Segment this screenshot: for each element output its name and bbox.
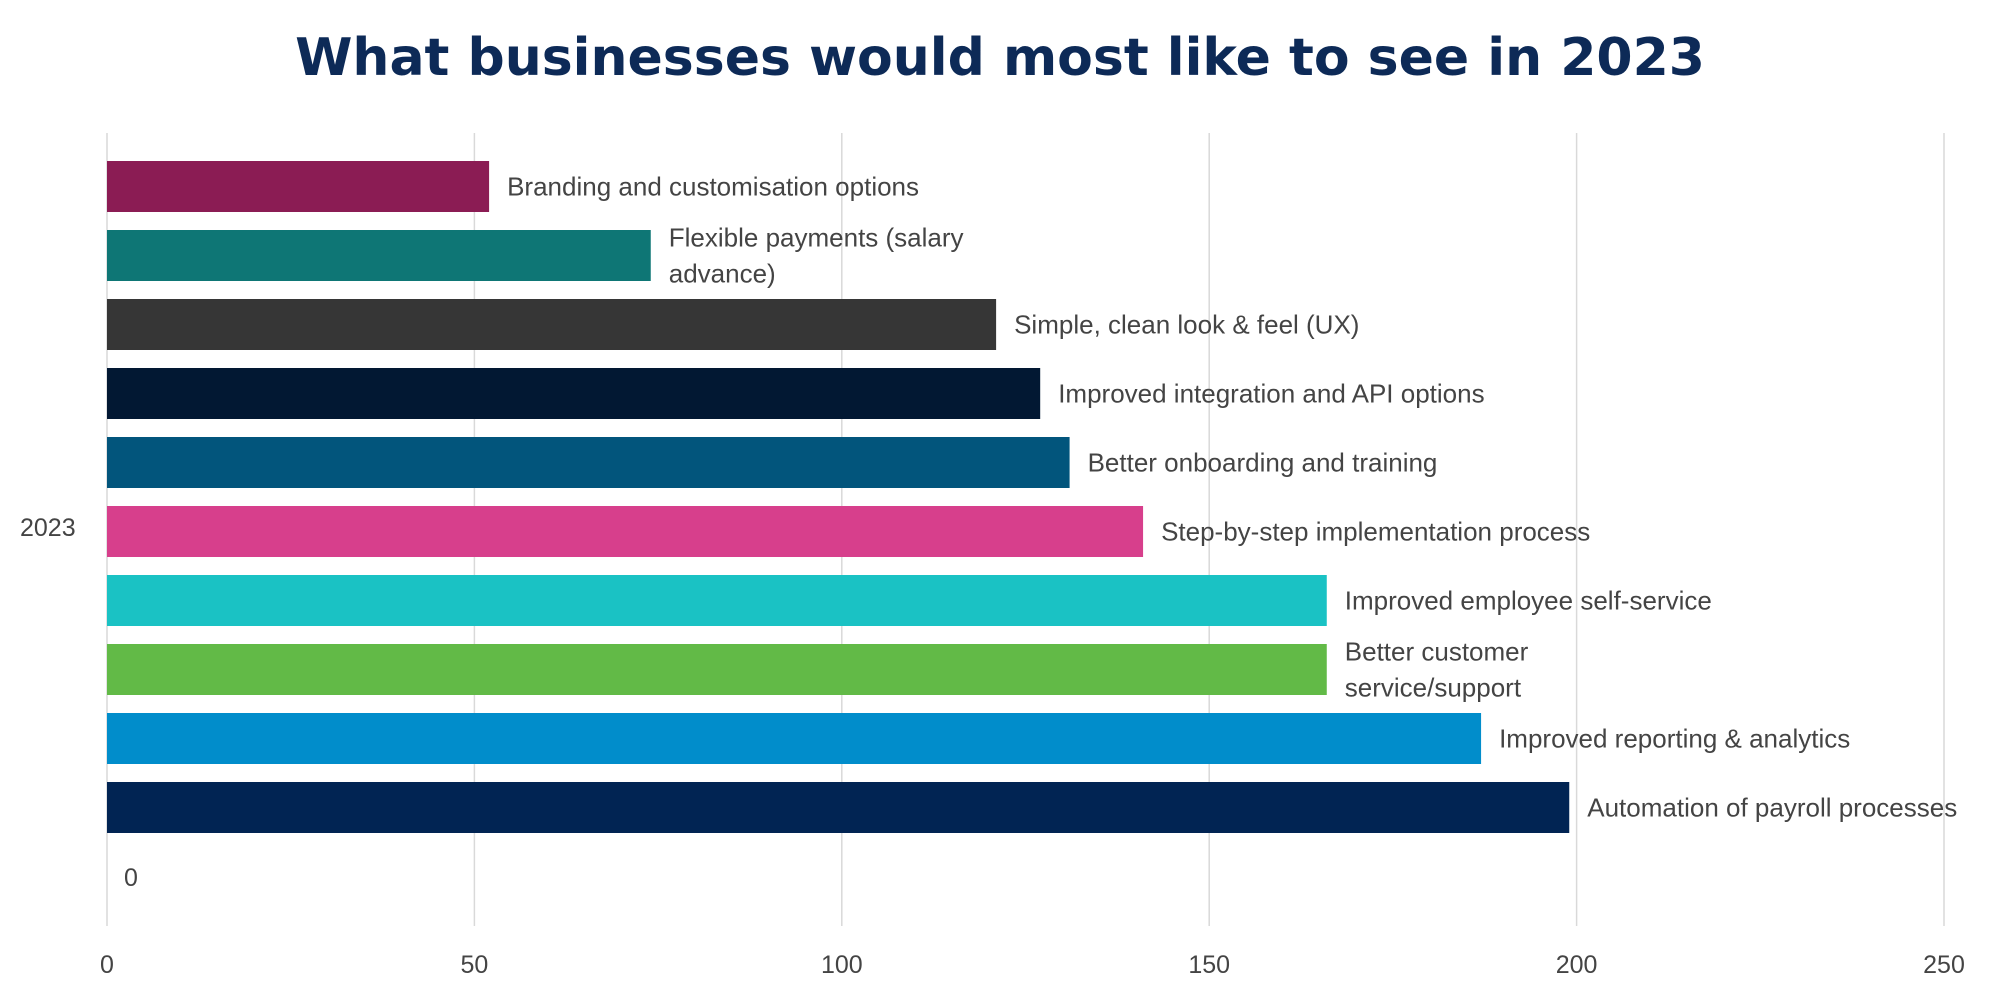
x-tick-label-150: 150 (1188, 951, 1230, 979)
x-tick-label-250: 250 (1923, 951, 1965, 979)
bar-2 (107, 230, 651, 281)
x-tick-label-50: 50 (460, 951, 488, 979)
bar-label-6: Step-by-step implementation process (1161, 517, 1590, 547)
bar-label-8: Better customer service/support (1345, 637, 1529, 703)
bar-4 (107, 368, 1041, 419)
category-label: 2023 (20, 514, 76, 542)
bar-5 (107, 437, 1070, 488)
bar-label-5: Better onboarding and training (1088, 448, 1438, 478)
x-axis-ticks: 0 50 100 150 200 250 (100, 951, 1965, 979)
bar-label-2: Flexible payments (salary advance) (669, 223, 964, 289)
bar-label-3: Simple, clean look & feel (UX) (1014, 310, 1359, 340)
bar-label-1: Branding and customisation options (507, 172, 919, 202)
zero-value-label: 0 (124, 864, 138, 892)
bar-label-9: Improved reporting & analytics (1499, 724, 1850, 754)
bar-label-7: Improved employee self-service (1345, 586, 1712, 616)
x-tick-label-100: 100 (821, 951, 863, 979)
x-tick-label-0: 0 (100, 951, 114, 979)
bar-6 (107, 506, 1144, 557)
bar-3 (107, 299, 997, 350)
bar-label-10: Automation of payroll processes (1587, 793, 1957, 823)
chart-title: What businesses would most like to see i… (295, 28, 1705, 88)
bar-label-4: Improved integration and API options (1058, 379, 1484, 409)
bars (107, 161, 1570, 833)
bar-9 (107, 713, 1482, 764)
bar-7 (107, 575, 1327, 626)
x-tick-label-200: 200 (1556, 951, 1598, 979)
bar-8 (107, 644, 1327, 695)
bar-1 (107, 161, 490, 212)
bar-10 (107, 782, 1570, 833)
bar-labels: Branding and customisation options Flexib… (507, 172, 1957, 823)
